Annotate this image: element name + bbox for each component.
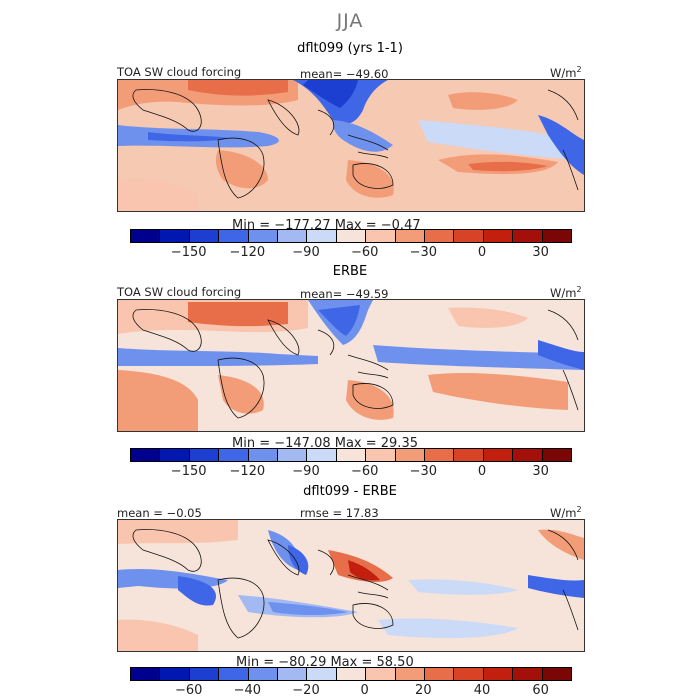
colorbar-3 — [130, 667, 572, 681]
colorbar-1-swatch-11 — [425, 230, 455, 242]
colorbar-2-tick-label: −90 — [292, 464, 320, 479]
colorbar-1-tick-label: −60 — [350, 245, 379, 260]
colorbar-2-swatch-12 — [454, 449, 484, 461]
colorbar-2-swatch-11 — [425, 449, 455, 461]
colorbar-3-swatch-13 — [483, 668, 514, 680]
colorbar-1 — [130, 229, 572, 243]
colorbar-1-swatch-1 — [131, 230, 161, 242]
panel-3-rmse-label: rmse = 17.83 — [300, 506, 379, 520]
colorbar-2 — [130, 448, 572, 462]
panel-3-units: W/m2 — [550, 505, 582, 520]
colorbar-2-tick-label: −60 — [350, 464, 379, 479]
colorbar-3-swatch-1 — [131, 668, 161, 680]
panel-2-variable-label: TOA SW cloud forcing — [117, 285, 242, 299]
figure-title: JJA — [336, 10, 364, 32]
colorbar-1-swatch-9 — [366, 230, 396, 242]
colorbar-3-swatch-15 — [542, 668, 572, 680]
panel-1-mean-label: mean= −49.60 — [300, 67, 389, 81]
panel-3-title: dflt099 - ERBE — [303, 484, 397, 499]
colorbar-1-tick-label: 30 — [532, 245, 549, 260]
colorbar-3-swatch-6 — [278, 668, 308, 680]
colorbar-1-swatch-15 — [542, 230, 572, 242]
colorbar-3-swatch-7 — [307, 668, 337, 680]
colorbar-2-swatch-14 — [513, 449, 543, 461]
colorbar-1-tick-label: 0 — [477, 245, 487, 260]
colorbar-1-swatch-5 — [248, 230, 279, 242]
colorbar-1-tick-label: −150 — [170, 245, 207, 260]
colorbar-1-tick-label: −120 — [229, 245, 266, 260]
colorbar-3-swatch-14 — [513, 668, 543, 680]
colorbar-2-swatch-4 — [219, 449, 249, 461]
colorbar-2-swatch-5 — [248, 449, 279, 461]
colorbar-3-tick-label: 20 — [415, 683, 432, 698]
colorbar-1-swatch-14 — [513, 230, 543, 242]
panel-3-stats: Min = −80.29 Max = 58.50 — [236, 655, 414, 670]
colorbar-3-swatch-5 — [248, 668, 279, 680]
colorbar-2-swatch-10 — [395, 449, 426, 461]
colorbar-3-swatch-12 — [454, 668, 484, 680]
panel-2-mean-label: mean= −49.59 — [300, 287, 389, 301]
colorbar-3-swatch-8 — [336, 668, 367, 680]
colorbar-2-swatch-3 — [189, 449, 220, 461]
panel-2-map — [117, 299, 585, 432]
panel-2-stats: Min = −147.08 Max = 29.35 — [232, 436, 418, 451]
panel-3-mean-label: mean = −0.05 — [117, 506, 202, 520]
colorbar-3-swatch-2 — [160, 668, 190, 680]
panel-2-units: W/m2 — [550, 285, 582, 300]
colorbar-2-tick-label: −120 — [229, 464, 266, 479]
colorbar-1-swatch-7 — [307, 230, 337, 242]
colorbar-2-swatch-13 — [483, 449, 514, 461]
colorbar-3-tick-label: 0 — [360, 683, 369, 698]
colorbar-3-tick-label: −60 — [174, 683, 203, 698]
colorbar-1-swatch-12 — [454, 230, 484, 242]
colorbar-1-swatch-2 — [160, 230, 190, 242]
colorbar-1-swatch-6 — [278, 230, 308, 242]
colorbar-2-swatch-7 — [307, 449, 337, 461]
panel-1-variable-label: TOA SW cloud forcing — [117, 65, 242, 79]
colorbar-3-swatch-10 — [395, 668, 426, 680]
colorbar-1-swatch-10 — [395, 230, 426, 242]
colorbar-2-tick-label: −150 — [170, 464, 207, 479]
colorbar-3-swatch-4 — [219, 668, 249, 680]
colorbar-2-swatch-8 — [336, 449, 367, 461]
colorbar-1-swatch-8 — [336, 230, 367, 242]
colorbar-2-tick-label: 30 — [532, 464, 549, 479]
colorbar-1-swatch-4 — [219, 230, 249, 242]
colorbar-3-tick-label: −40 — [233, 683, 262, 698]
colorbar-1-tick-label: −90 — [292, 245, 320, 260]
colorbar-2-swatch-15 — [542, 449, 572, 461]
colorbar-1-swatch-13 — [483, 230, 514, 242]
colorbar-3-tick-label: −20 — [292, 683, 320, 698]
panel-2-title: ERBE — [332, 264, 368, 279]
panel-1-map — [117, 79, 585, 212]
colorbar-2-swatch-9 — [366, 449, 396, 461]
colorbar-2-swatch-2 — [160, 449, 190, 461]
colorbar-3-swatch-3 — [189, 668, 220, 680]
colorbar-3-tick-label: 40 — [473, 683, 491, 698]
colorbar-1-swatch-3 — [189, 230, 220, 242]
colorbar-1-tick-label: −30 — [409, 245, 438, 260]
colorbar-2-swatch-6 — [278, 449, 308, 461]
colorbar-3-tick-label: 60 — [532, 683, 549, 698]
panel-1-units: W/m2 — [550, 65, 582, 80]
panel-1-stats: Min = −177.27 Max = −0.47 — [232, 218, 421, 233]
panel-1-title: dflt099 (yrs 1-1) — [297, 41, 403, 56]
colorbar-2-tick-label: −30 — [409, 464, 438, 479]
colorbar-3-swatch-9 — [366, 668, 396, 680]
colorbar-2-tick-label: 0 — [477, 464, 487, 479]
colorbar-2-swatch-1 — [131, 449, 161, 461]
colorbar-3-swatch-11 — [425, 668, 455, 680]
panel-3-map — [117, 519, 585, 652]
